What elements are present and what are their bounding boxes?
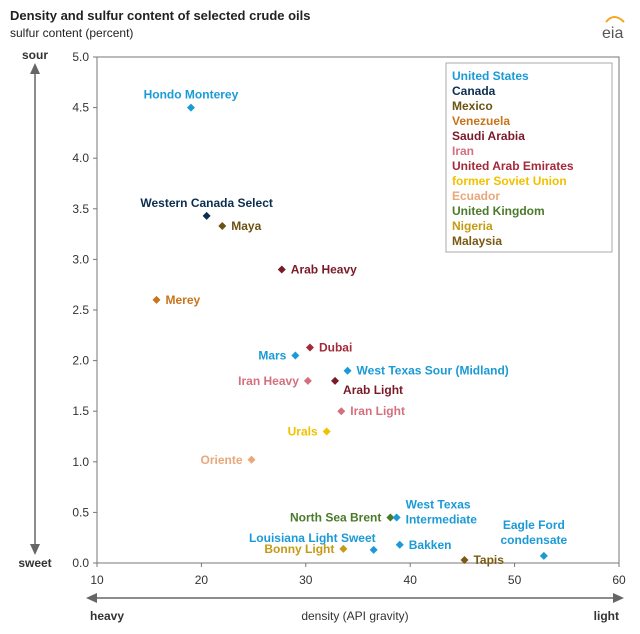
data-point-label: Maya	[231, 219, 261, 233]
legend-box	[445, 62, 613, 253]
y-tick-label: 2.0	[72, 354, 89, 368]
data-point-label: Mars	[258, 349, 286, 363]
logo-text: eia	[602, 25, 623, 42]
data-point-marker	[305, 343, 314, 352]
data-point-label: Merey	[166, 293, 201, 307]
data-point-label: Western Canada Select	[140, 196, 273, 210]
legend-entry: United States	[452, 69, 529, 83]
y-tick-label: 0.0	[72, 556, 89, 570]
y-tick-label: 4.5	[72, 101, 89, 115]
data-point-marker	[539, 551, 548, 560]
data-points: Hondo Monterey Western Canada Select Maya A…	[140, 88, 567, 567]
data-point-label: Dubai	[319, 340, 352, 354]
x-tick-label: 30	[299, 573, 313, 587]
legend-entry: Mexico	[452, 99, 493, 113]
chart-title: Density and sulfur content of selected c…	[10, 8, 311, 23]
x-direction-arrow	[86, 593, 624, 603]
data-point-label: Oriente	[200, 453, 242, 467]
data-point-label: Arab Light	[343, 383, 403, 397]
data-point-label: West Texas Sour (Midland)	[357, 364, 509, 378]
data-point-label: Eagle Ford condensate	[500, 518, 567, 547]
y-tick-label: 3.5	[72, 202, 89, 216]
data-point-marker	[369, 545, 378, 554]
data-point-marker	[186, 103, 195, 112]
legend-entry: United Kingdom	[452, 204, 545, 218]
data-point-label: West Texas Intermediate	[406, 497, 478, 526]
data-point-marker	[152, 295, 161, 304]
x-tick-label: 60	[612, 573, 626, 587]
data-point-marker	[322, 427, 331, 436]
x-tick-label: 10	[90, 573, 104, 587]
x-axis-ticks: 10 20 30 40 50 60	[90, 563, 626, 587]
x-axis-label: density (API gravity)	[301, 609, 408, 623]
legend-entry: Venezuela	[452, 114, 510, 128]
data-point-label: Tapis	[473, 553, 504, 567]
eia-logo: eia	[602, 16, 625, 42]
legend-entry: Nigeria	[452, 219, 493, 233]
y-tick-label: 4.0	[72, 151, 89, 165]
legend-entry: Ecuador	[452, 189, 500, 203]
legend-entry: Iran	[452, 144, 474, 158]
y-end-label-top: sour	[22, 48, 48, 62]
data-point-marker	[247, 455, 256, 464]
data-point-marker	[291, 351, 300, 360]
data-point-marker	[303, 376, 312, 385]
data-point-marker	[339, 544, 348, 553]
legend-entry: Canada	[452, 84, 496, 98]
data-point-label: Hondo Monterey	[144, 88, 239, 102]
y-tick-label: 1.0	[72, 455, 89, 469]
data-point-marker	[218, 222, 227, 231]
data-point-marker	[386, 513, 395, 522]
legend: United StatesCanadaMexicoVenezuelaSaudi …	[452, 69, 574, 248]
data-point-label: Arab Heavy	[291, 263, 357, 277]
data-point-label: Bonny Light	[264, 542, 334, 556]
x-tick-label: 20	[195, 573, 209, 587]
y-end-label-bottom: sweet	[18, 556, 51, 570]
data-point-marker	[392, 513, 401, 522]
x-end-label-left: heavy	[90, 609, 124, 623]
legend-entry: Saudi Arabia	[452, 129, 525, 143]
legend-entry: former Soviet Union	[452, 174, 567, 188]
data-point-marker	[460, 555, 469, 564]
logo-arc-icon	[605, 16, 625, 23]
x-end-label-right: light	[594, 609, 619, 623]
legend-entry: United Arab Emirates	[452, 159, 574, 173]
legend-entry: Malaysia	[452, 234, 502, 248]
data-point-label: Louisiana Light Sweet	[249, 531, 376, 545]
data-point-label: Iran Heavy	[238, 374, 299, 388]
x-tick-label: 40	[404, 573, 418, 587]
data-point-marker	[277, 265, 286, 274]
data-point-marker	[331, 376, 340, 385]
data-point-label: North Sea Brent	[290, 510, 381, 524]
data-point-marker	[343, 366, 352, 375]
x-tick-label: 50	[508, 573, 522, 587]
data-point-label: Bakken	[409, 538, 452, 552]
data-point-marker	[202, 211, 211, 220]
y-tick-label: 3.0	[72, 252, 89, 266]
y-axis-ticks: 0.0 0.5 1.0 1.5 2.0 2.5 3.0 3.5 4.0 4.5 5.0	[72, 50, 97, 570]
data-point-marker	[337, 407, 346, 416]
y-tick-label: 2.5	[72, 303, 89, 317]
data-point-label: Iran Light	[350, 404, 405, 418]
y-direction-arrow	[30, 63, 40, 555]
chart-subtitle: sulfur content (percent)	[10, 26, 133, 40]
y-tick-label: 1.5	[72, 404, 89, 418]
y-tick-label: 5.0	[72, 50, 89, 64]
y-tick-label: 0.5	[72, 505, 89, 519]
data-point-marker	[395, 540, 404, 549]
data-point-label: Urals	[288, 424, 318, 438]
